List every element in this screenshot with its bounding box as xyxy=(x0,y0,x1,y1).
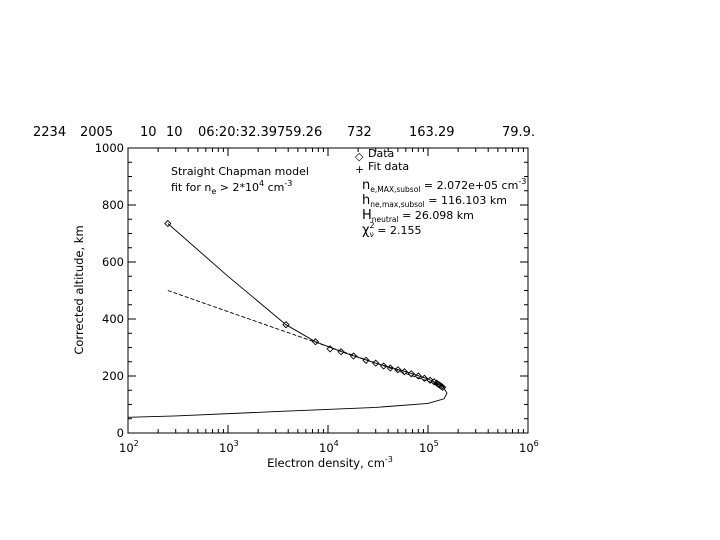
header-field: 06:20:32.397 xyxy=(198,125,285,140)
header-field: 2005 xyxy=(80,125,113,140)
x-tick-label: 102 xyxy=(119,439,139,455)
y-tick-label: 800 xyxy=(102,198,124,212)
y-tick-label: 1000 xyxy=(95,141,124,155)
series-layer xyxy=(127,219,448,418)
legend-param: hne,max,subsol = 116.103 km xyxy=(362,193,507,209)
header-field: 163.29 xyxy=(409,125,455,140)
y-axis: 0 200 400 600 800 1000 xyxy=(95,141,528,440)
legend-param: Hneutral = 26.098 km xyxy=(362,208,474,224)
x-tick-label: 104 xyxy=(319,439,339,455)
legend-symbol: ◇ xyxy=(355,150,364,163)
legend-label: Data xyxy=(368,147,394,160)
annotation: Straight Chapman model fit for ne > 2*10… xyxy=(171,165,309,196)
header-field: 59.26 xyxy=(285,125,322,140)
header-field: 10 xyxy=(166,125,183,140)
y-tick-label: 400 xyxy=(102,312,124,326)
header-field: 732 xyxy=(347,125,372,140)
y-axis-label: Corrected altitude, km xyxy=(72,225,86,354)
annotation-line-2: fit for ne > 2*104 cm-3 xyxy=(171,179,292,196)
data-point xyxy=(164,219,172,228)
header-row: 2234 2005 10 10 06:20:32.397 59.26 732 163.29 79… xyxy=(33,125,535,140)
x-tick-label: 105 xyxy=(419,439,439,455)
y-tick-label: 200 xyxy=(102,369,124,383)
legend-param: χ2 ν = 2.155 xyxy=(362,221,422,239)
y-tick-label: 0 xyxy=(117,426,124,440)
x-axis-label: Electron density, cm-3 xyxy=(267,455,393,470)
header-field: 10 xyxy=(140,125,157,140)
data-point xyxy=(282,321,290,329)
legend: ◇ Data + Fit data ne,MAX,subsol = 2.072e+05 … xyxy=(355,147,526,239)
legend-symbol: + xyxy=(355,163,364,176)
legend-label: Fit data xyxy=(368,160,409,173)
data-point xyxy=(438,383,447,392)
model-curve xyxy=(127,223,448,418)
y-tick-label: 600 xyxy=(102,255,124,269)
x-axis: 102 103 104 105 106 xyxy=(119,148,539,455)
legend-param: ne,MAX,subsol = 2.072e+05 cm-3 xyxy=(362,177,526,194)
x-tick-label: 106 xyxy=(519,439,539,455)
header-field: 2234 xyxy=(33,125,66,140)
straight-fit-line xyxy=(167,290,446,388)
header-field: 79.9. xyxy=(502,125,535,140)
annotation-line-1: Straight Chapman model xyxy=(171,165,309,178)
x-tick-label: 103 xyxy=(219,439,239,455)
